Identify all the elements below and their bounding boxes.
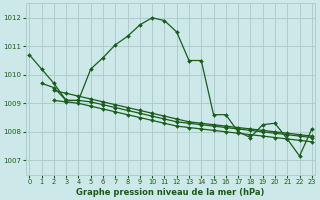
X-axis label: Graphe pression niveau de la mer (hPa): Graphe pression niveau de la mer (hPa)	[76, 188, 265, 197]
